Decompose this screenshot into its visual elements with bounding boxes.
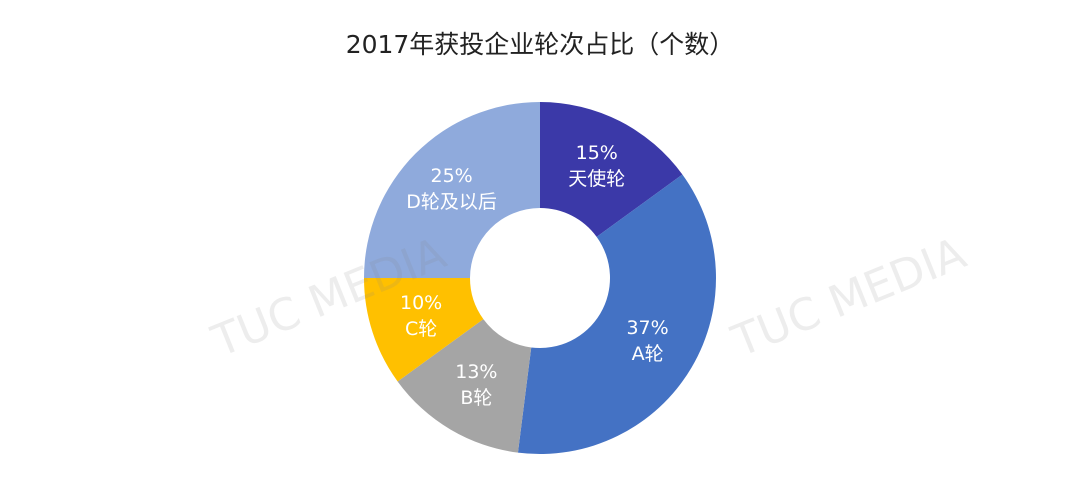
value-label: 15% [576,142,618,164]
donut-segment [364,102,540,278]
category-label: D轮及以后 [406,191,497,213]
donut-segment [397,319,532,453]
value-label: 10% [400,292,442,314]
category-label: B轮 [460,387,492,409]
value-label: 25% [430,165,472,187]
donut-segment [364,278,484,382]
donut-segment [540,102,683,237]
category-label: C轮 [405,318,437,340]
donut-segment [517,174,716,454]
value-label: 37% [626,317,668,339]
watermark: TUC MEDIA [724,228,973,368]
chart-title: 2017年获投企业轮次占比（个数） [346,30,735,59]
category-label: A轮 [632,343,664,365]
value-label: 13% [455,361,497,383]
category-label: 天使轮 [568,168,625,190]
